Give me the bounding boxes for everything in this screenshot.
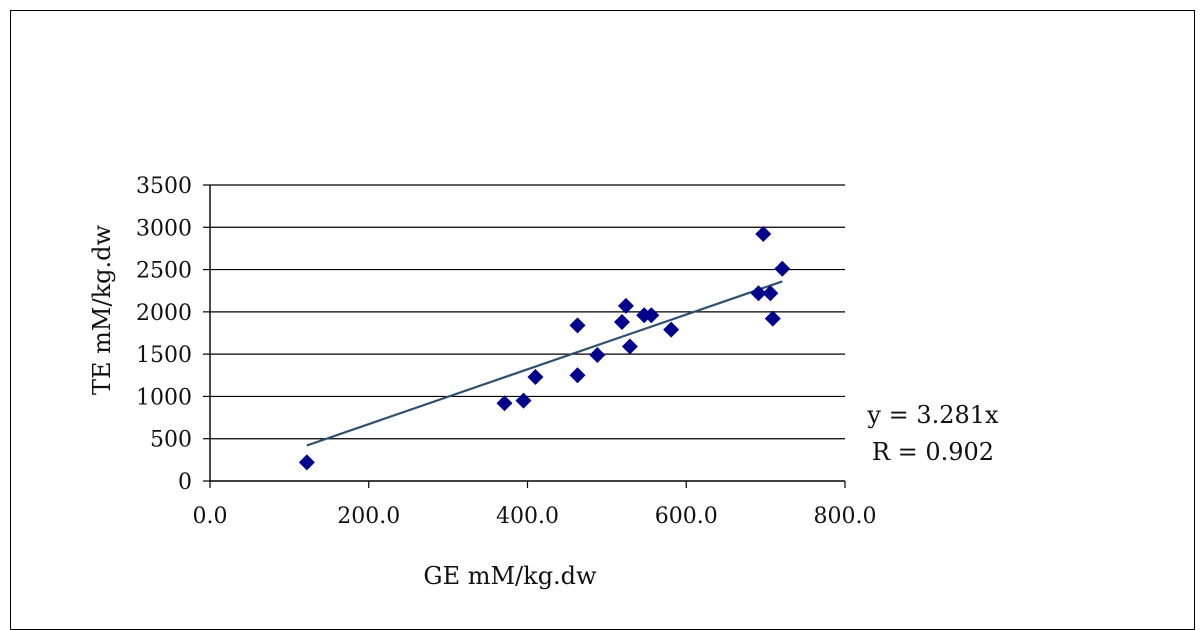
scatter-chart: 0 500 1000 1500 2000 2500 3000 3500 0.0 200.0 400.… — [88, 174, 999, 590]
data-point — [298, 454, 315, 471]
data-point — [750, 285, 767, 302]
data-point — [527, 368, 544, 385]
y-tick-label: 0 — [178, 470, 192, 495]
data-point — [569, 367, 586, 384]
x-tick-label: 200.0 — [337, 504, 400, 529]
data-point — [764, 310, 781, 327]
data-point — [617, 297, 634, 314]
chart-frame — [10, 10, 1195, 630]
data-point — [613, 314, 630, 331]
data-point — [755, 226, 772, 243]
data-point — [496, 395, 513, 412]
x-tick-label: 800.0 — [814, 504, 877, 529]
data-point — [762, 285, 779, 302]
x-tick-label: 600.0 — [655, 504, 718, 529]
data-point — [643, 307, 660, 324]
grid-lines — [210, 184, 845, 440]
y-tick-label: 500 — [150, 428, 192, 453]
y-tick-label: 3500 — [136, 174, 192, 199]
y-tick-label: 1000 — [136, 385, 192, 410]
tick-labels: 0 500 1000 1500 2000 2500 3000 3500 0.0 200.0 400.… — [136, 174, 876, 529]
trendline-layer — [306, 280, 783, 447]
y-tick-label: 2500 — [136, 259, 192, 284]
data-point — [774, 260, 791, 277]
x-tick-label: 0.0 — [193, 504, 228, 529]
y-axis-title: TE mM/kg.dw — [88, 225, 116, 395]
data-point — [621, 338, 638, 355]
data-points — [298, 226, 791, 471]
y-tick-label: 3000 — [136, 216, 192, 241]
trendline — [306, 280, 783, 447]
axes — [203, 184, 846, 488]
data-point — [663, 321, 680, 338]
data-point — [515, 392, 532, 409]
correlation-label: R = 0.902 — [872, 438, 994, 466]
x-tick-label: 400.0 — [496, 504, 559, 529]
x-axis-title: GE mM/kg.dw — [423, 562, 597, 590]
data-point — [589, 346, 606, 363]
y-tick-label: 1500 — [136, 343, 192, 368]
trendline-equation: y = 3.281x — [866, 401, 999, 429]
data-point — [569, 317, 586, 334]
y-tick-label: 2000 — [136, 301, 192, 326]
